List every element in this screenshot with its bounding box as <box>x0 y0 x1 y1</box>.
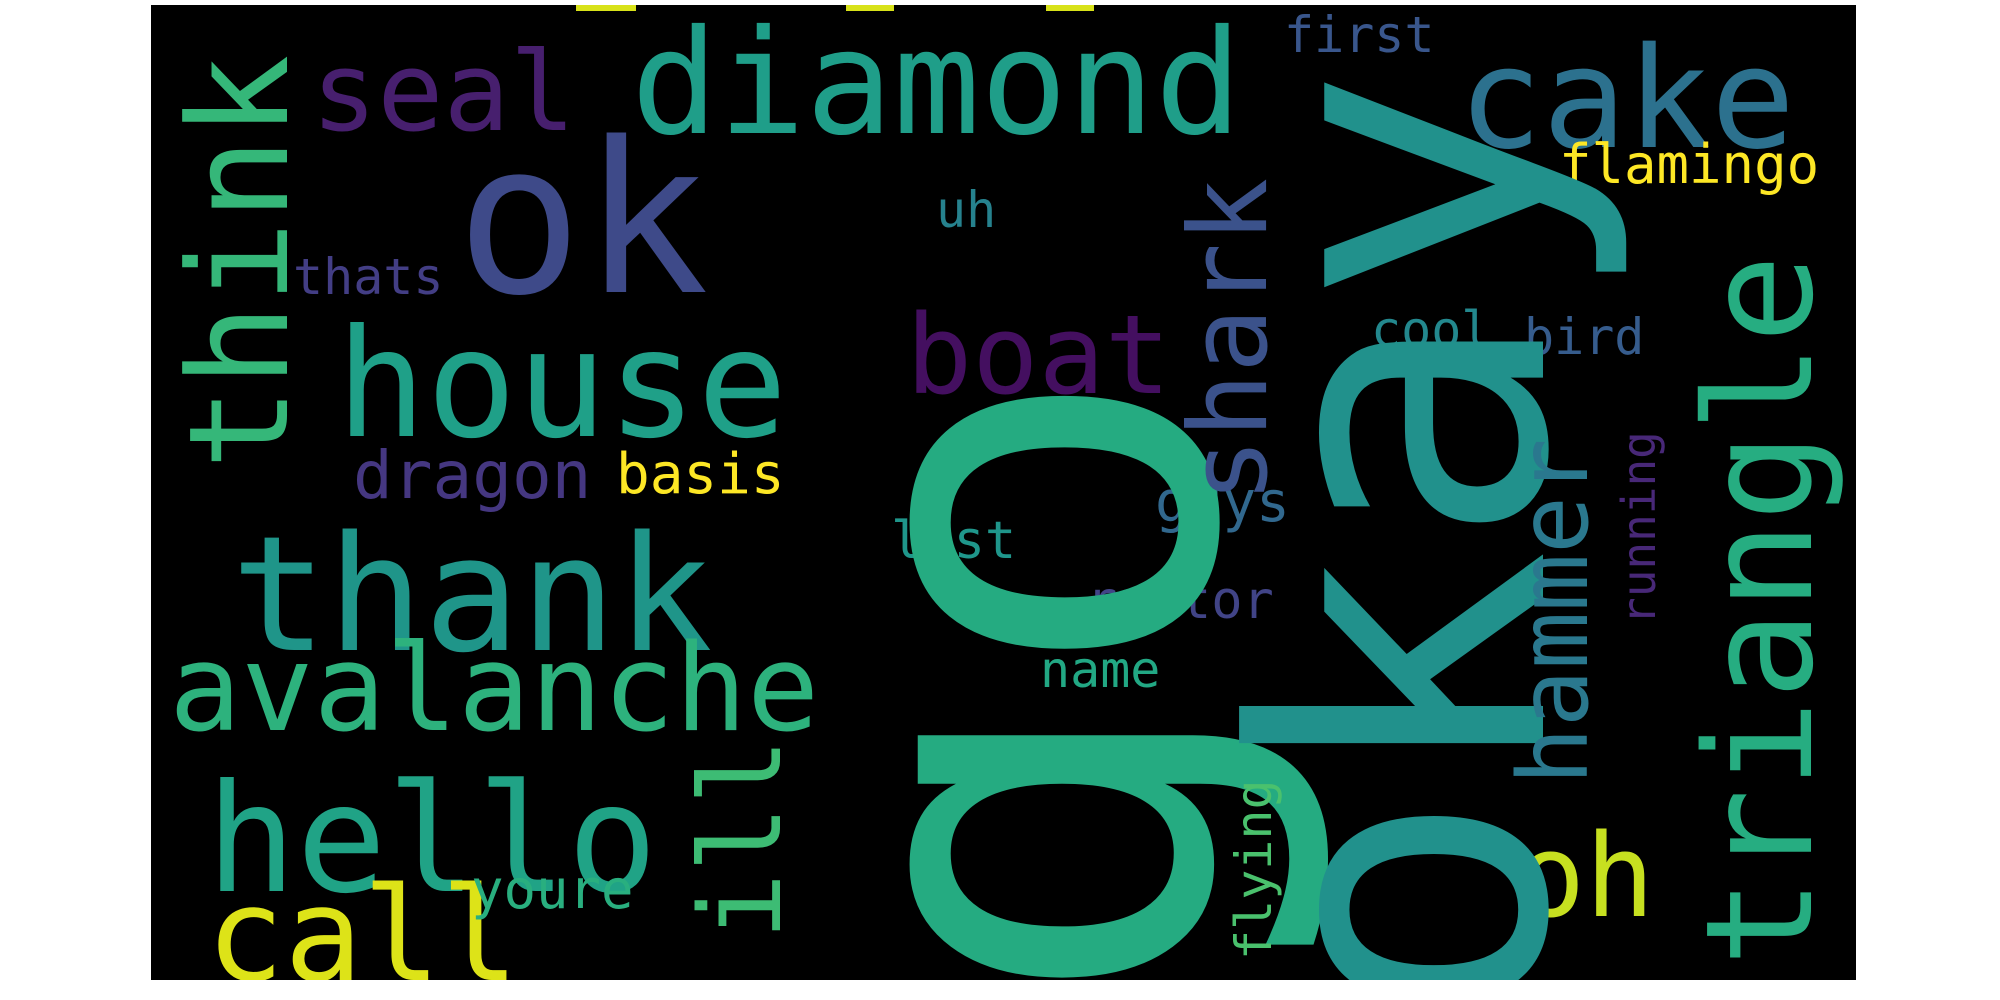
word-youre: youre <box>471 858 634 921</box>
word-triangle: triangle <box>1674 254 1846 967</box>
word-house: house <box>336 298 788 472</box>
word-bird: bird <box>1524 308 1645 366</box>
word-avalanche: avalanche <box>169 620 820 759</box>
word-thank: thank <box>231 501 713 688</box>
word-call: call <box>206 859 520 980</box>
word-basis: basis <box>616 442 785 507</box>
word-name: name <box>1040 641 1161 699</box>
word-boat: boat <box>906 291 1171 419</box>
word-ill: ill <box>677 737 807 940</box>
word-hello: hello <box>206 753 658 927</box>
word-cool: cool <box>1371 301 1492 359</box>
word-hammer: hammer <box>1498 438 1610 785</box>
clipped-word-fragment <box>846 5 894 11</box>
word-first: first <box>1284 6 1435 64</box>
word-flying: flying <box>1225 779 1283 960</box>
word-raptor: raptor <box>1086 571 1274 631</box>
word-shark: shark <box>1167 177 1292 503</box>
word-think: think <box>159 54 320 470</box>
word-last: last <box>891 511 1017 571</box>
clipped-word-fragment <box>1046 5 1094 11</box>
word-ok: ok <box>456 97 709 342</box>
word-dragon: dragon <box>353 437 592 514</box>
word-guys: guys <box>1155 470 1290 535</box>
word-uh: uh <box>936 181 997 239</box>
word-cloud: ok diamond cake seal house thank avalanc… <box>151 5 1856 980</box>
word-cake: cake <box>1458 18 1796 181</box>
clipped-word-fragment <box>576 5 636 11</box>
word-diamond: diamond <box>631 5 1243 168</box>
word-running: running <box>1612 431 1666 625</box>
word-thats: thats <box>293 248 444 306</box>
word-flamingo: flamingo <box>1559 133 1820 196</box>
word-oh: oh <box>1516 810 1655 944</box>
word-seal: seal <box>311 28 576 156</box>
